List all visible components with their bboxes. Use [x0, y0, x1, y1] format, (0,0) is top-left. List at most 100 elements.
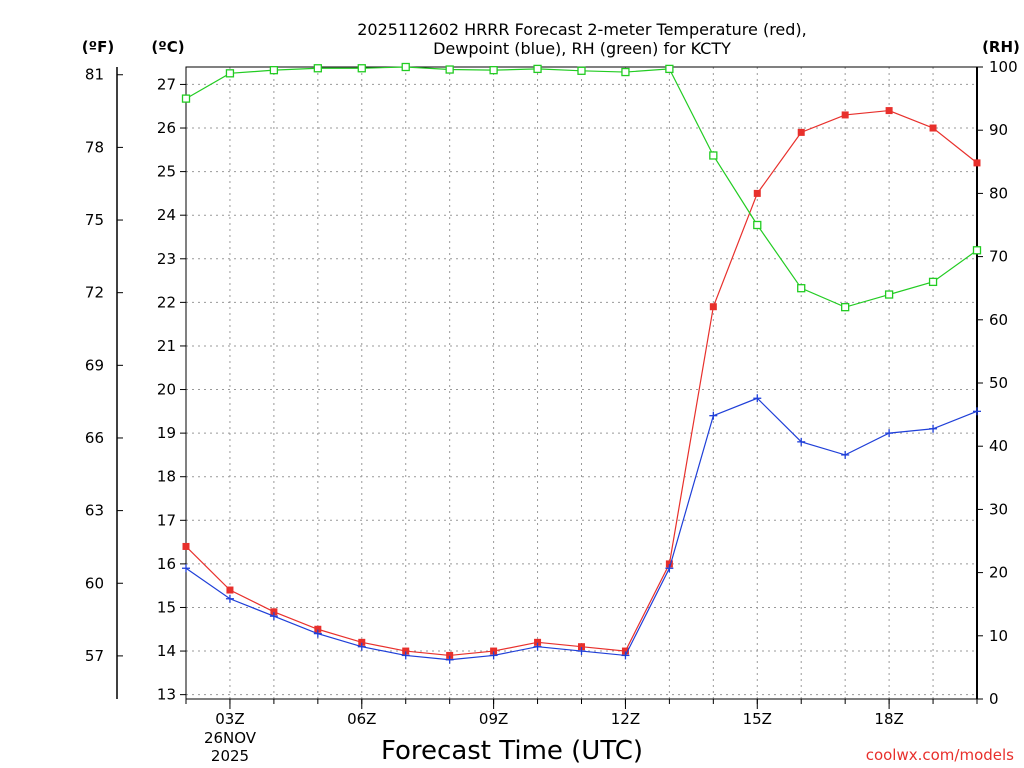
celsius-tick-label: 19: [157, 424, 176, 442]
dewpoint-point: [313, 629, 322, 638]
celsius-tick-label: 17: [157, 511, 176, 529]
temperature-point: [578, 643, 585, 651]
rh-point: [225, 69, 235, 78]
temperature-point: [314, 625, 322, 633]
temperature-point: [534, 638, 542, 646]
temperature-line: [185, 109, 978, 657]
rh-tick-label: 10: [989, 627, 1008, 645]
celsius-tick-label: 13: [157, 686, 176, 704]
celsius-tick-label: 24: [157, 206, 176, 224]
dewpoint-point: [401, 651, 410, 660]
rh-tick-label: 0: [989, 690, 999, 708]
dewpoint-point: [709, 411, 718, 420]
credit-label: coolwx.com/models: [866, 746, 1014, 764]
fahrenheit-tick-label: 63: [85, 502, 104, 520]
rh-point: [313, 64, 322, 73]
rh-point: [181, 94, 191, 103]
rh-tick-label: 90: [989, 121, 1008, 139]
temperature-point: [665, 560, 673, 568]
rh-point: [357, 64, 366, 73]
plot-frame: [185, 66, 978, 700]
fahrenheit-tick-label: 78: [85, 138, 104, 156]
dewpoint-point: [885, 429, 894, 438]
temperature-point: [446, 651, 454, 659]
dewpoint-point: [929, 424, 938, 433]
dewpoint-point: [182, 564, 190, 573]
dewpoint-point: [533, 642, 542, 651]
dewpoint-point: [753, 394, 762, 403]
celsius-tick-label: 16: [157, 555, 176, 573]
rh-point: [533, 64, 542, 74]
rh-tick-label: 100: [989, 58, 1018, 76]
temperature-point: [929, 124, 937, 132]
celsius-tick-label: 23: [157, 250, 176, 268]
fahrenheit-tick-label: 57: [85, 647, 104, 665]
rh-tick-label: 30: [989, 500, 1008, 518]
rh-unit-label: (RH): [982, 38, 1020, 56]
fahrenheit-tick-label: 69: [85, 356, 104, 374]
celsius-tick-label: 15: [157, 598, 176, 616]
celsius-tick-label: 25: [157, 163, 176, 181]
fahrenheit-tick-label: 75: [85, 211, 104, 229]
x-tick-label: 15Z: [743, 710, 772, 728]
temperature-point: [797, 128, 805, 136]
dewpoint-point: [841, 450, 850, 459]
celsius-tick-label: 26: [157, 119, 176, 137]
chart-title-line1: 2025112602 HRRR Forecast 2-meter Tempera…: [357, 20, 807, 39]
x-tick-label: 03Z: [215, 710, 244, 728]
chart-title-line2: Dewpoint (blue), RH (green) for KCTY: [433, 39, 731, 58]
temperature-point: [358, 638, 366, 646]
fahrenheit-tick-label: 66: [85, 429, 104, 447]
dewpoint-point: [973, 407, 981, 416]
temperature-point: [182, 542, 190, 550]
dewpoint-point: [269, 612, 278, 621]
rh-tick-label: 40: [989, 437, 1008, 455]
temperature-point: [490, 647, 498, 655]
rh-point: [709, 151, 718, 160]
x-tick-label: 18Z: [874, 710, 903, 728]
celsius-tick-label: 20: [157, 381, 176, 399]
rh-point: [797, 284, 806, 293]
dewpoint-point: [489, 651, 498, 660]
temperature-point: [841, 111, 849, 119]
celsius-unit-label: (ºC): [151, 38, 184, 56]
celsius-tick-label: 21: [157, 337, 176, 355]
rh-point: [665, 64, 674, 74]
fahrenheit-tick-label: 60: [85, 574, 104, 592]
rh-point: [401, 62, 410, 72]
x-tick-label: 06Z: [347, 710, 376, 728]
rh-point: [928, 277, 938, 287]
temperature-point: [621, 647, 629, 655]
rh-tick-label: 20: [989, 564, 1008, 582]
temperature-point: [885, 107, 893, 115]
dewpoint-point: [357, 642, 366, 651]
rh-point: [489, 66, 498, 75]
temperature-point: [753, 189, 761, 197]
rh-point: [972, 246, 982, 255]
fahrenheit-unit-label: (ºF): [82, 38, 114, 56]
dewpoint-point: [577, 647, 586, 656]
dewpoint-point: [797, 437, 806, 446]
rh-point: [577, 66, 586, 75]
celsius-tick-label: 22: [157, 293, 176, 311]
tick-labels: 13 14 15 16 17 18 19 20 21 22 23 24 25 26 27 57 60 63 66 69…: [85, 58, 1018, 728]
rh-point: [621, 67, 630, 77]
temperature-point: [402, 647, 410, 655]
x-tick-label: 09Z: [479, 710, 508, 728]
rh-point: [753, 220, 762, 230]
rh-point: [269, 66, 279, 75]
rh-tick-label: 70: [989, 248, 1008, 266]
x-tick-label: 12Z: [611, 710, 640, 728]
axes: [116, 66, 983, 709]
rh-point: [445, 65, 454, 74]
fahrenheit-tick-label: 72: [85, 284, 104, 302]
series-group: [181, 62, 982, 664]
celsius-tick-label: 18: [157, 468, 176, 486]
dewpoint-point: [225, 594, 234, 603]
temperature-point: [973, 159, 981, 167]
rh-tick-label: 50: [989, 374, 1008, 392]
dewpoint-point: [621, 651, 630, 660]
celsius-tick-label: 14: [157, 642, 176, 660]
fahrenheit-tick-label: 81: [85, 66, 104, 84]
